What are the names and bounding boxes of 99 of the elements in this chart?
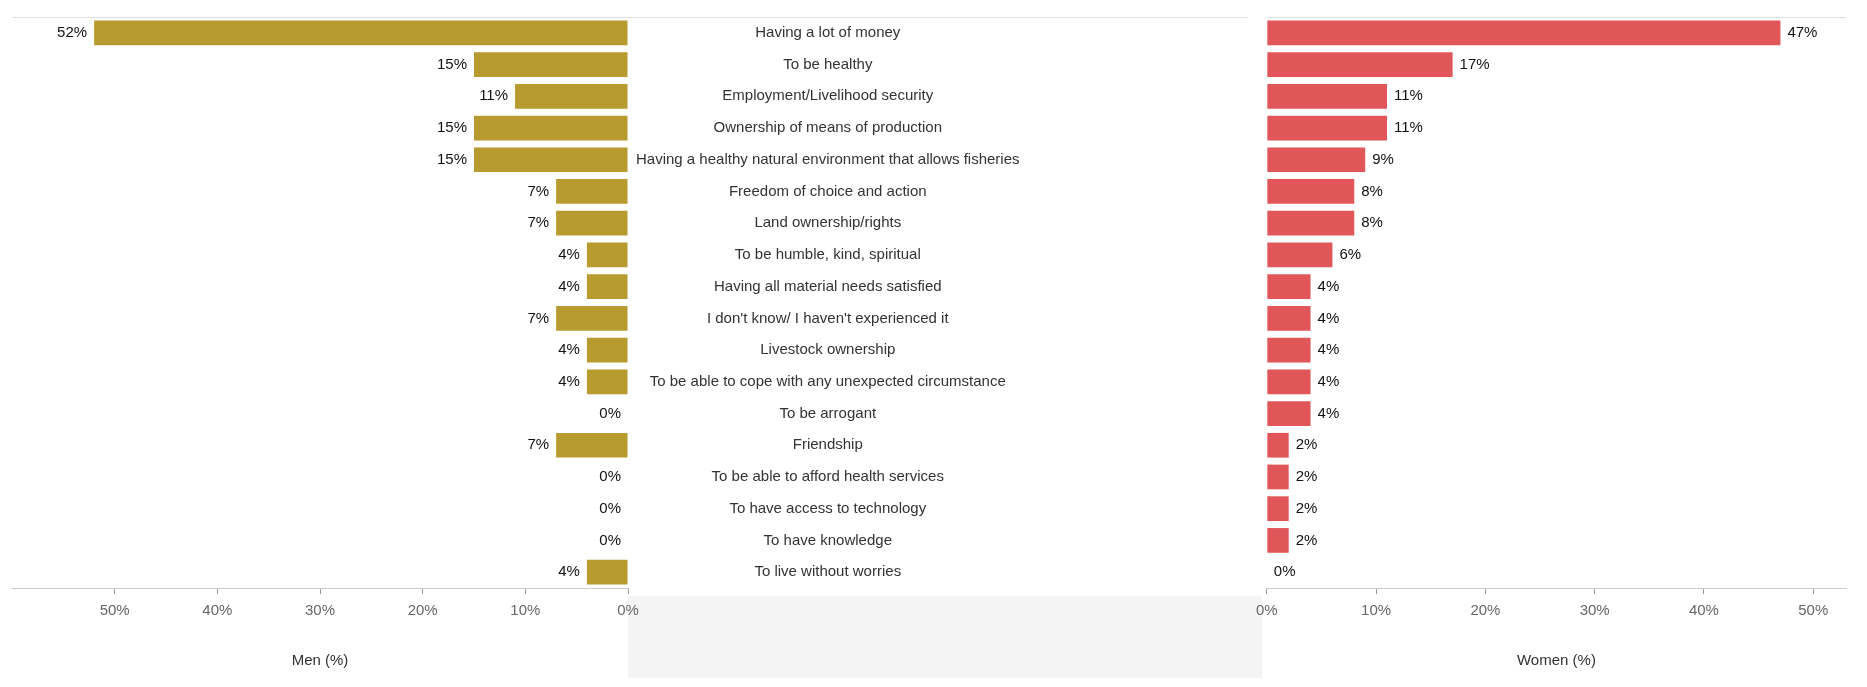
x-tick-label: 0% bbox=[1256, 601, 1278, 619]
data-label: 47% bbox=[1787, 23, 1818, 40]
data-label: 15% bbox=[436, 118, 467, 136]
data-label: 4% bbox=[1317, 403, 1340, 421]
data-label: 4% bbox=[558, 245, 580, 263]
bar bbox=[556, 432, 628, 458]
data-label: 15% bbox=[436, 54, 467, 72]
bar bbox=[1267, 305, 1311, 331]
x-tick-label: 30% bbox=[304, 601, 336, 619]
data-label: 0% bbox=[599, 403, 621, 421]
bar bbox=[1267, 496, 1289, 522]
y-tick-label: Having all material needs satisfied bbox=[713, 276, 942, 294]
y-tick-label: Having a healthy natural environment that allows fisheries bbox=[636, 149, 1020, 167]
x-tick-label: 40% bbox=[1688, 601, 1719, 619]
y-tick-label: Freedom of choice and action bbox=[728, 181, 927, 199]
data-label: 0% bbox=[599, 498, 621, 516]
bar bbox=[1267, 179, 1355, 204]
x-tick-label: 40% bbox=[202, 601, 233, 619]
data-label: 0% bbox=[599, 467, 621, 485]
data-label: 8% bbox=[1361, 213, 1383, 231]
bar bbox=[515, 83, 628, 109]
data-label: 9% bbox=[1372, 149, 1394, 167]
bar bbox=[1267, 20, 1781, 46]
data-label: 4% bbox=[1317, 308, 1340, 326]
data-label: 4% bbox=[558, 340, 580, 358]
x-tick-label: 50% bbox=[99, 601, 130, 619]
bar bbox=[474, 52, 628, 77]
data-label: 15% bbox=[436, 149, 467, 167]
data-label: 8% bbox=[1361, 181, 1383, 199]
data-label: 4% bbox=[1317, 276, 1340, 294]
bar bbox=[1267, 401, 1311, 426]
y-tick-label: Land ownership/rights bbox=[754, 213, 902, 231]
y-tick-label: Having a lot of money bbox=[755, 23, 901, 40]
data-label: 2% bbox=[1295, 498, 1318, 516]
bar bbox=[1267, 115, 1388, 141]
data-label: 11% bbox=[1394, 86, 1423, 104]
x-tick-label: 10% bbox=[510, 601, 541, 619]
data-label: 11% bbox=[479, 86, 509, 104]
x-tick-label: 10% bbox=[1361, 601, 1392, 619]
y-tick-label: To be humble, kind, spiritual bbox=[734, 245, 921, 263]
x-tick-label: 30% bbox=[1579, 601, 1610, 619]
y-tick-label: To be arrogant bbox=[779, 403, 877, 421]
data-label: 6% bbox=[1339, 245, 1362, 263]
data-label: 7% bbox=[527, 435, 550, 453]
x-axis-title: Men (%) bbox=[291, 651, 349, 669]
bar bbox=[1267, 242, 1333, 268]
y-tick-label: Friendship bbox=[792, 435, 863, 453]
bar bbox=[586, 274, 628, 300]
data-label: 4% bbox=[558, 276, 580, 294]
bar bbox=[1267, 274, 1311, 300]
data-label: 4% bbox=[1317, 371, 1340, 389]
y-tick-label: To be able to afford health services bbox=[711, 467, 944, 485]
data-label: 2% bbox=[1295, 467, 1318, 485]
bar bbox=[586, 242, 628, 268]
y-tick-label: To have access to technology bbox=[729, 498, 927, 516]
x-tick-label: 20% bbox=[1470, 601, 1501, 619]
bar bbox=[1267, 337, 1311, 363]
y-tick-label: To be able to cope with any unexpected circumstance bbox=[649, 371, 1006, 389]
y-tick-label: Livestock ownership bbox=[760, 340, 896, 358]
data-label: 0% bbox=[1273, 562, 1296, 580]
data-label: 7% bbox=[527, 213, 550, 231]
data-label: 4% bbox=[1317, 340, 1340, 358]
bar bbox=[556, 179, 628, 204]
x-axis-title: Women (%) bbox=[1516, 651, 1596, 669]
bar bbox=[1267, 147, 1366, 173]
data-label: 7% bbox=[527, 181, 550, 199]
bar bbox=[556, 210, 628, 236]
y-tick-label: To have knowledge bbox=[763, 530, 892, 548]
bar bbox=[1267, 369, 1311, 395]
data-label: 7% bbox=[527, 308, 550, 326]
x-tick-label: 20% bbox=[407, 601, 438, 619]
data-label: 4% bbox=[558, 371, 580, 389]
bar bbox=[1267, 432, 1289, 458]
data-label: 0% bbox=[599, 530, 621, 548]
y-tick-label: To live without worries bbox=[754, 562, 902, 580]
y-tick-label: Employment/Livelihood security bbox=[722, 86, 934, 104]
bar bbox=[1267, 52, 1453, 77]
x-tick-label: 50% bbox=[1798, 601, 1829, 619]
data-label: 17% bbox=[1459, 54, 1490, 72]
bar bbox=[586, 369, 628, 395]
bar bbox=[1267, 464, 1289, 490]
y-tick-label: To be healthy bbox=[783, 54, 873, 72]
data-label: 2% bbox=[1295, 435, 1318, 453]
bar bbox=[474, 115, 628, 141]
bar bbox=[1267, 210, 1355, 236]
bar bbox=[1267, 83, 1388, 109]
y-tick-label: I don't know/ I haven't experienced it bbox=[706, 308, 950, 326]
bar bbox=[474, 147, 628, 173]
x-tick-label: 0% bbox=[617, 601, 639, 619]
data-label: 52% bbox=[57, 23, 88, 40]
bar bbox=[1267, 528, 1289, 553]
data-label: 11% bbox=[1394, 118, 1423, 136]
bar bbox=[586, 559, 628, 585]
bar bbox=[556, 305, 628, 331]
data-label: 2% bbox=[1295, 530, 1318, 548]
y-tick-label: Ownership of means of production bbox=[713, 118, 942, 136]
bar bbox=[586, 337, 628, 363]
bar bbox=[94, 20, 628, 46]
data-label: 4% bbox=[558, 562, 580, 580]
